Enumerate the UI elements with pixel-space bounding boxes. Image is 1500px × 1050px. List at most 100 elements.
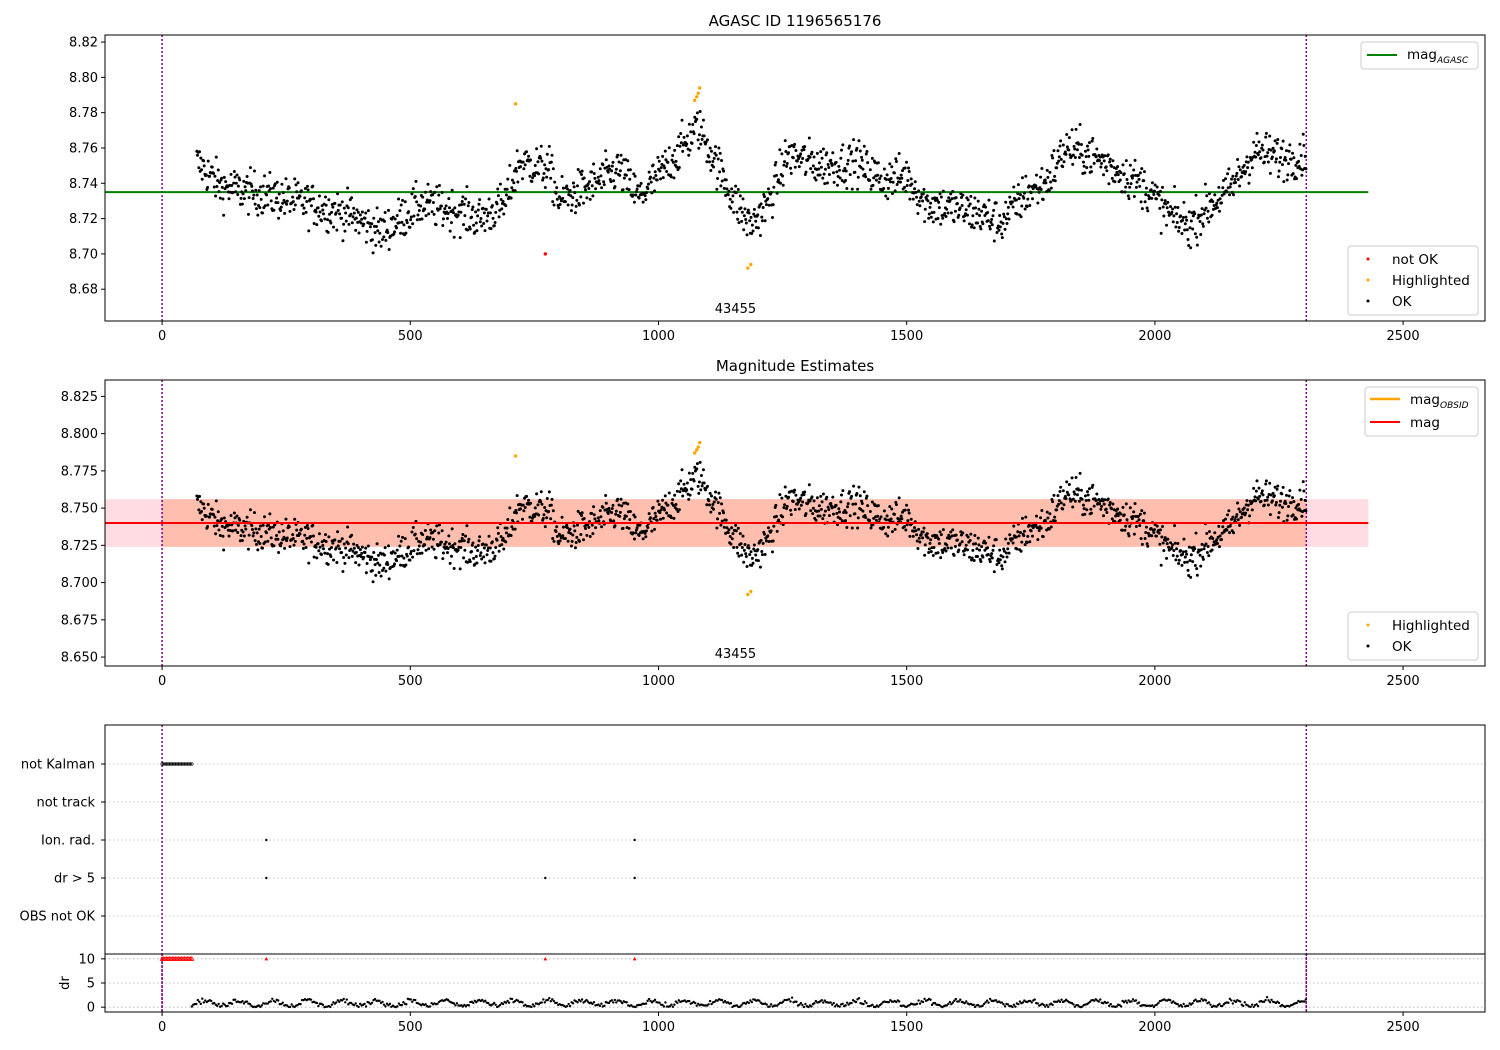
ok-point [971,548,975,552]
ok-point [291,536,295,540]
ok-point [1245,499,1249,503]
ok-point [354,216,358,220]
ok-point [825,181,829,185]
dr-point [506,999,509,1003]
ok-point [582,517,586,521]
ok-point [870,500,874,504]
highlighted-point [696,445,700,449]
ok-point [658,511,662,515]
ok-point [417,544,421,548]
ok-point [216,510,220,514]
ok-point [577,539,581,543]
ok-point [529,158,533,162]
ok-point [1266,160,1270,164]
ok-point [458,236,462,240]
ok-point [1116,173,1120,177]
ok-point [479,551,483,555]
not-kalman-point [175,762,179,766]
ok-point [198,150,202,154]
ok-point [271,186,275,190]
dr-point [1295,1001,1299,1005]
ok-point [876,161,880,165]
ok-point [598,167,602,171]
ok-point [326,552,330,556]
legend-ok-label: OK [1392,639,1413,655]
ok-point [1304,167,1308,171]
ok-point [804,170,808,174]
ok-point [907,170,911,174]
ok-point [1115,170,1119,174]
dr-point [1060,998,1063,1001]
ok-point [659,177,663,181]
ok-point [1074,127,1078,131]
ok-point [954,196,958,200]
dr-point [521,1001,524,1004]
ok-point [281,191,285,195]
ok-point [1125,518,1129,522]
ok-point [872,516,876,520]
ok-point [834,160,838,164]
ok-point [516,180,520,184]
ok-point [1207,192,1211,196]
ok-point [1228,524,1232,528]
ok-point [1205,194,1209,198]
ok-point [599,174,603,178]
ok-point [1268,513,1272,517]
ok-point [502,547,506,551]
ok-point [377,570,381,574]
ok-point [919,532,923,536]
ok-point [1193,232,1197,236]
ok-point [1271,146,1275,150]
ok-point [972,559,976,563]
ok-point [579,195,583,199]
ok-point [397,197,401,201]
dr-point [1002,1002,1005,1006]
ok-point [632,200,636,204]
ok-point [848,514,852,518]
ok-point [317,214,321,218]
dr-point [1242,1004,1245,1008]
dr-point [384,1005,387,1008]
ok-point [1175,212,1179,216]
ok-point [754,219,758,223]
ok-point [1034,184,1038,188]
ok-point [1165,556,1169,560]
ok-point [1177,225,1181,229]
ok-point [739,206,743,210]
ok-point [572,524,576,528]
ok-point [884,178,888,182]
ok-point [621,188,625,192]
ok-point [1051,500,1055,504]
ok-point [215,184,219,188]
ok-point [860,499,864,503]
ok-point [198,494,202,498]
highlighted-point [693,451,697,455]
ok-point [882,525,886,529]
ok-point [576,509,580,513]
ok-point [763,219,767,223]
ok-point [941,528,945,532]
dr-point [790,996,794,999]
ok-point [938,530,942,534]
not-kalman-point [164,762,169,766]
dr-point [758,999,761,1002]
ok-point [1230,517,1234,521]
dr-xtick-label: 1000 [642,1020,675,1035]
panel-2-axes: 8.6508.6758.7008.7258.7508.7758.8008.825… [61,390,1420,689]
ok-point [1023,207,1027,211]
ok-point [952,220,956,224]
ok-point [914,190,918,194]
ok-point [574,541,578,544]
ok-point [903,524,907,528]
ok-point [497,549,501,553]
dr-point [1073,1005,1077,1008]
dr-point [850,1001,853,1005]
ok-point [661,498,665,502]
ok-point [314,210,318,214]
ok-point [1134,185,1138,189]
ok-point [404,563,408,567]
ok-point [378,563,382,567]
ok-point [472,556,476,560]
ok-point [491,551,495,555]
ok-point [587,187,591,191]
